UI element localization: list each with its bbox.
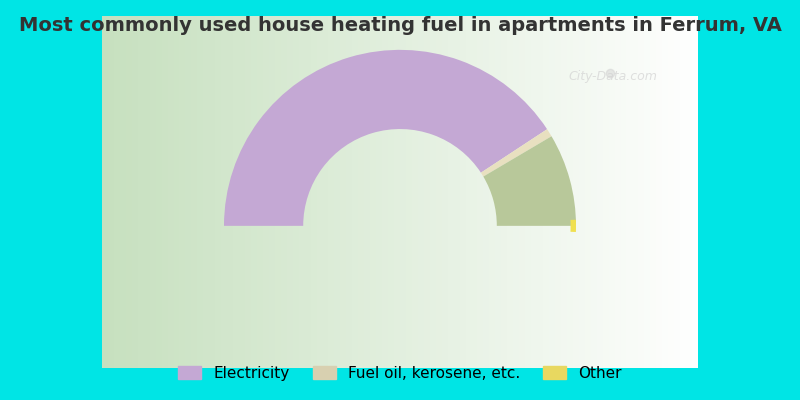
Wedge shape [481, 129, 551, 176]
Legend: Electricity, Fuel oil, kerosene, etc., Other: Electricity, Fuel oil, kerosene, etc., O… [170, 358, 630, 388]
Wedge shape [483, 136, 576, 226]
Wedge shape [570, 220, 576, 232]
Text: City-Data.com: City-Data.com [568, 70, 658, 83]
Text: Most commonly used house heating fuel in apartments in Ferrum, VA: Most commonly used house heating fuel in… [18, 16, 782, 35]
Wedge shape [224, 50, 547, 226]
